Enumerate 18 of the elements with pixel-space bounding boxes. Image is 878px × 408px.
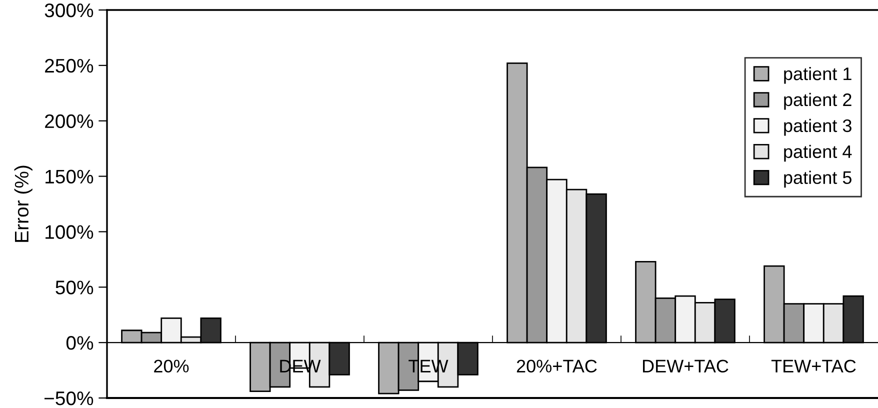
y-axis-title: Error (%): [14, 166, 32, 242]
y-tick-label: 100%: [46, 225, 94, 239]
y-tick-label: 250%: [45, 58, 94, 73]
x-tick-label: TEW+TAC: [771, 360, 856, 372]
y-tick-label: −50%: [44, 391, 94, 406]
y-tick-label: 150%: [46, 170, 94, 184]
legend-label: patient 1: [784, 66, 852, 84]
legend-label: patient 3: [784, 118, 852, 136]
legend-label: patient 5: [784, 170, 852, 188]
y-tick-label: 50%: [56, 280, 94, 294]
legend-label: patient 2: [784, 92, 852, 110]
y-tick-label: 300%: [44, 3, 94, 18]
y-tick-label: 200%: [45, 114, 94, 128]
legend-label: patient 4: [784, 144, 852, 162]
x-tick-label: 20%+TAC: [516, 360, 597, 372]
y-tick-label: 0%: [66, 336, 94, 350]
x-tick-label: 20%: [154, 360, 189, 372]
x-tick-label: DEW+TAC: [643, 360, 728, 372]
